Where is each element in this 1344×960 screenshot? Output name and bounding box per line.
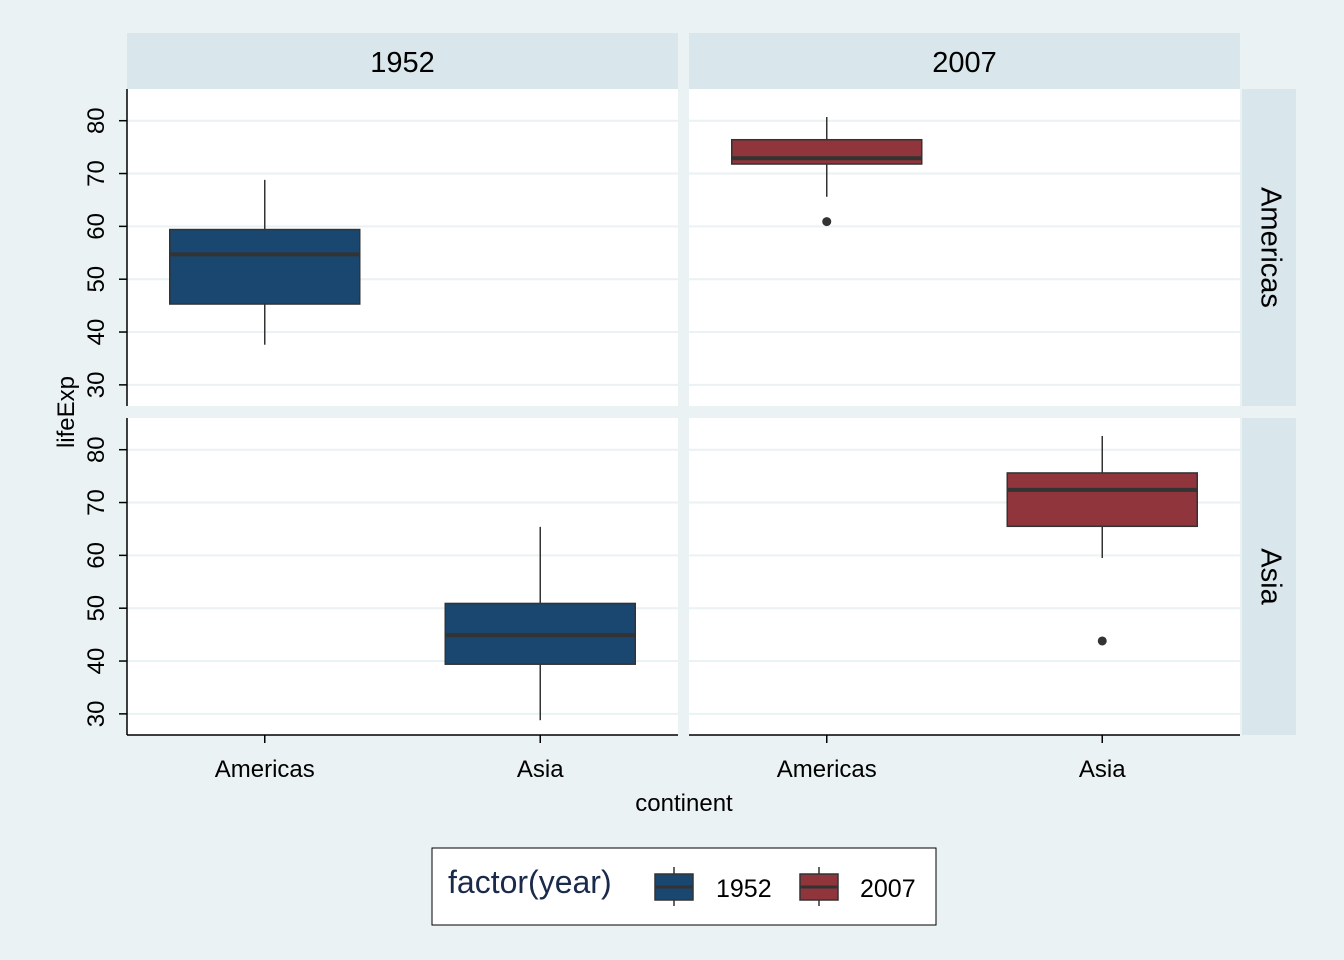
panel-background [689, 418, 1240, 735]
x-tick-label: Americas [777, 756, 877, 783]
y-tick-label: 60 [83, 542, 110, 569]
facet-strip-right [1242, 418, 1296, 735]
boxplot-2007-asia [1006, 435, 1198, 646]
boxplot-2007-americas [731, 117, 923, 227]
y-tick-label: 50 [83, 266, 110, 293]
boxplot-1952-americas [169, 179, 361, 345]
panel-background [127, 418, 678, 735]
y-tick-label: 80 [83, 436, 110, 463]
facet-strip-top [127, 33, 678, 89]
legend-label-2007: 2007 [860, 875, 916, 903]
boxplot-1952-asia [444, 526, 636, 721]
y-tick-label: 80 [83, 107, 110, 134]
legend-label-1952: 1952 [716, 875, 772, 903]
x-tick-label: Asia [517, 756, 564, 783]
y-axis-title: lifeExp [53, 376, 80, 448]
legend-key-2007 [799, 867, 839, 906]
outlier-point [1097, 636, 1107, 646]
x-tick-label: Asia [1079, 756, 1126, 783]
y-tick-label: 50 [83, 595, 110, 622]
y-tick-label: 40 [83, 648, 110, 675]
outlier-point [822, 217, 832, 227]
x-axis-title: continent [635, 790, 733, 817]
y-tick-label: 70 [83, 489, 110, 516]
facet-strip-right [1242, 89, 1296, 406]
panel-background [689, 89, 1240, 406]
legend-title: factor(year) [448, 864, 612, 900]
box-iqr [1006, 472, 1198, 528]
box-iqr [169, 228, 361, 305]
x-tick-label: Americas [215, 756, 315, 783]
y-tick-label: 30 [83, 701, 110, 728]
facet-label-asia: Asia [1254, 548, 1286, 605]
legend-key-1952 [654, 867, 694, 906]
facet-label-1952: 1952 [370, 47, 435, 79]
y-tick-label: 40 [83, 319, 110, 346]
box-iqr [731, 138, 923, 165]
y-tick-label: 60 [83, 213, 110, 240]
facet-strip-top [689, 33, 1240, 89]
facet-label-americas: Americas [1254, 187, 1286, 308]
facet-label-2007: 2007 [932, 47, 997, 79]
y-tick-label: 70 [83, 160, 110, 187]
y-tick-label: 30 [83, 372, 110, 399]
